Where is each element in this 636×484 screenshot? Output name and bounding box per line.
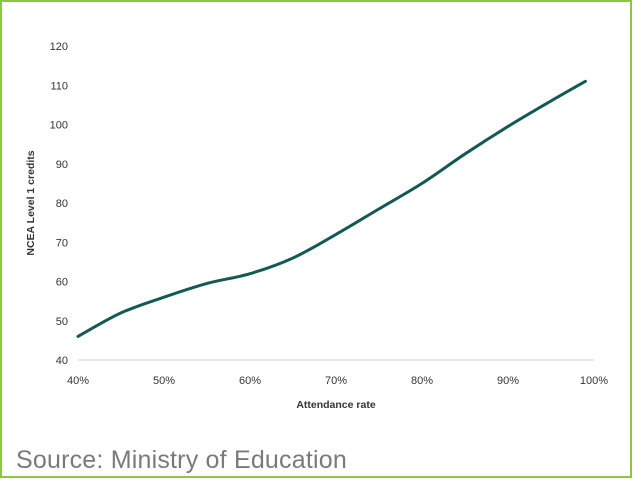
x-tick-label: 80%	[411, 375, 433, 387]
x-tick-label: 50%	[153, 375, 175, 387]
y-tick-label: 110	[50, 80, 68, 92]
x-axis-title: Attendance rate	[296, 399, 376, 411]
x-axis: 40% 50% 60% 70% 80% 90% 100%	[67, 375, 608, 387]
x-tick-label: 90%	[497, 375, 519, 387]
y-tick-label: 90	[56, 159, 68, 171]
y-tick-label: 80	[56, 198, 68, 210]
line-chart: 40 50 60 70 80 90 100 110 120 40% 50% 60% 70% 80% 90%…	[8, 10, 628, 430]
y-tick-label: 100	[50, 120, 68, 132]
x-tick-label: 40%	[67, 375, 89, 387]
x-tick-label: 60%	[239, 375, 261, 387]
y-tick-label: 70	[56, 237, 68, 249]
source-note: Source: Ministry of Education	[16, 446, 347, 474]
y-tick-label: 50	[56, 316, 68, 328]
y-tick-label: 120	[50, 41, 68, 53]
y-axis: 40 50 60 70 80 90 100 110 120	[50, 41, 68, 367]
y-axis-title: NCEA Level 1 credits	[25, 150, 37, 255]
x-tick-label: 70%	[325, 375, 347, 387]
chart-svg: 40 50 60 70 80 90 100 110 120 40% 50% 60% 70% 80% 90%…	[25, 41, 608, 411]
x-tick-label: 100%	[580, 375, 608, 387]
series-line	[76, 79, 587, 338]
y-tick-label: 60	[56, 277, 68, 289]
y-tick-label: 40	[56, 355, 68, 367]
